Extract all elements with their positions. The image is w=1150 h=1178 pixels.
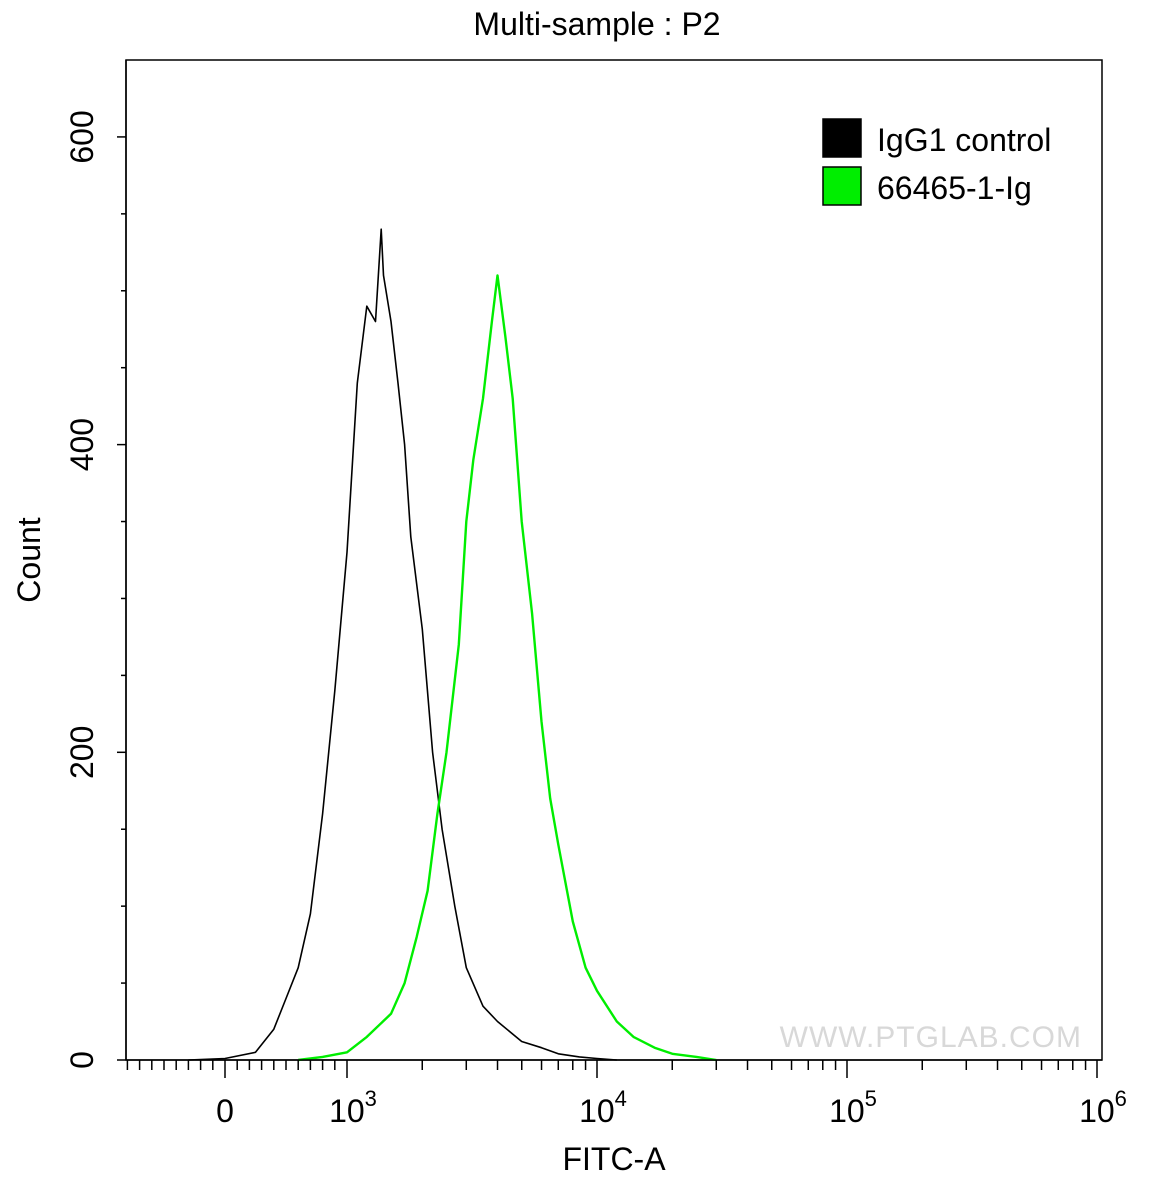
chart-title: Multi-sample : P2 [473, 6, 720, 42]
y-tick-label: 400 [64, 418, 100, 471]
series-layer [188, 228, 717, 1062]
legend-label-66465-1-ig: 66465-1-Ig [877, 170, 1032, 206]
x-tick-label: 104 [579, 1086, 627, 1129]
x-axis: 0 103 104 105 106 [126, 1059, 1127, 1129]
legend-label-igg1-control: IgG1 control [877, 122, 1051, 158]
y-tick-label: 0 [64, 1051, 100, 1069]
y-axis-label: Count [11, 517, 47, 603]
x-axis-label: FITC-A [562, 1141, 666, 1177]
legend-swatch-igg1-control [822, 118, 862, 158]
series-line-igg1-control [188, 228, 617, 1061]
plot-area [125, 59, 1103, 1061]
watermark-text: WWW.PTGLAB.COM [780, 1021, 1082, 1054]
x-tick-label: 103 [329, 1086, 377, 1129]
legend-swatch-66465-1-ig [822, 166, 862, 206]
legend: IgG1 control 66465-1-Ig [822, 118, 1051, 206]
x-tick-label: 105 [829, 1086, 877, 1129]
series-line-66465-1-ig [298, 274, 717, 1062]
x-tick-label: 0 [216, 1093, 234, 1129]
y-axis: 0 200 400 600 [64, 60, 127, 1069]
y-tick-label: 600 [64, 110, 100, 163]
y-tick-label: 200 [64, 726, 100, 779]
x-tick-label: 106 [1079, 1086, 1127, 1129]
